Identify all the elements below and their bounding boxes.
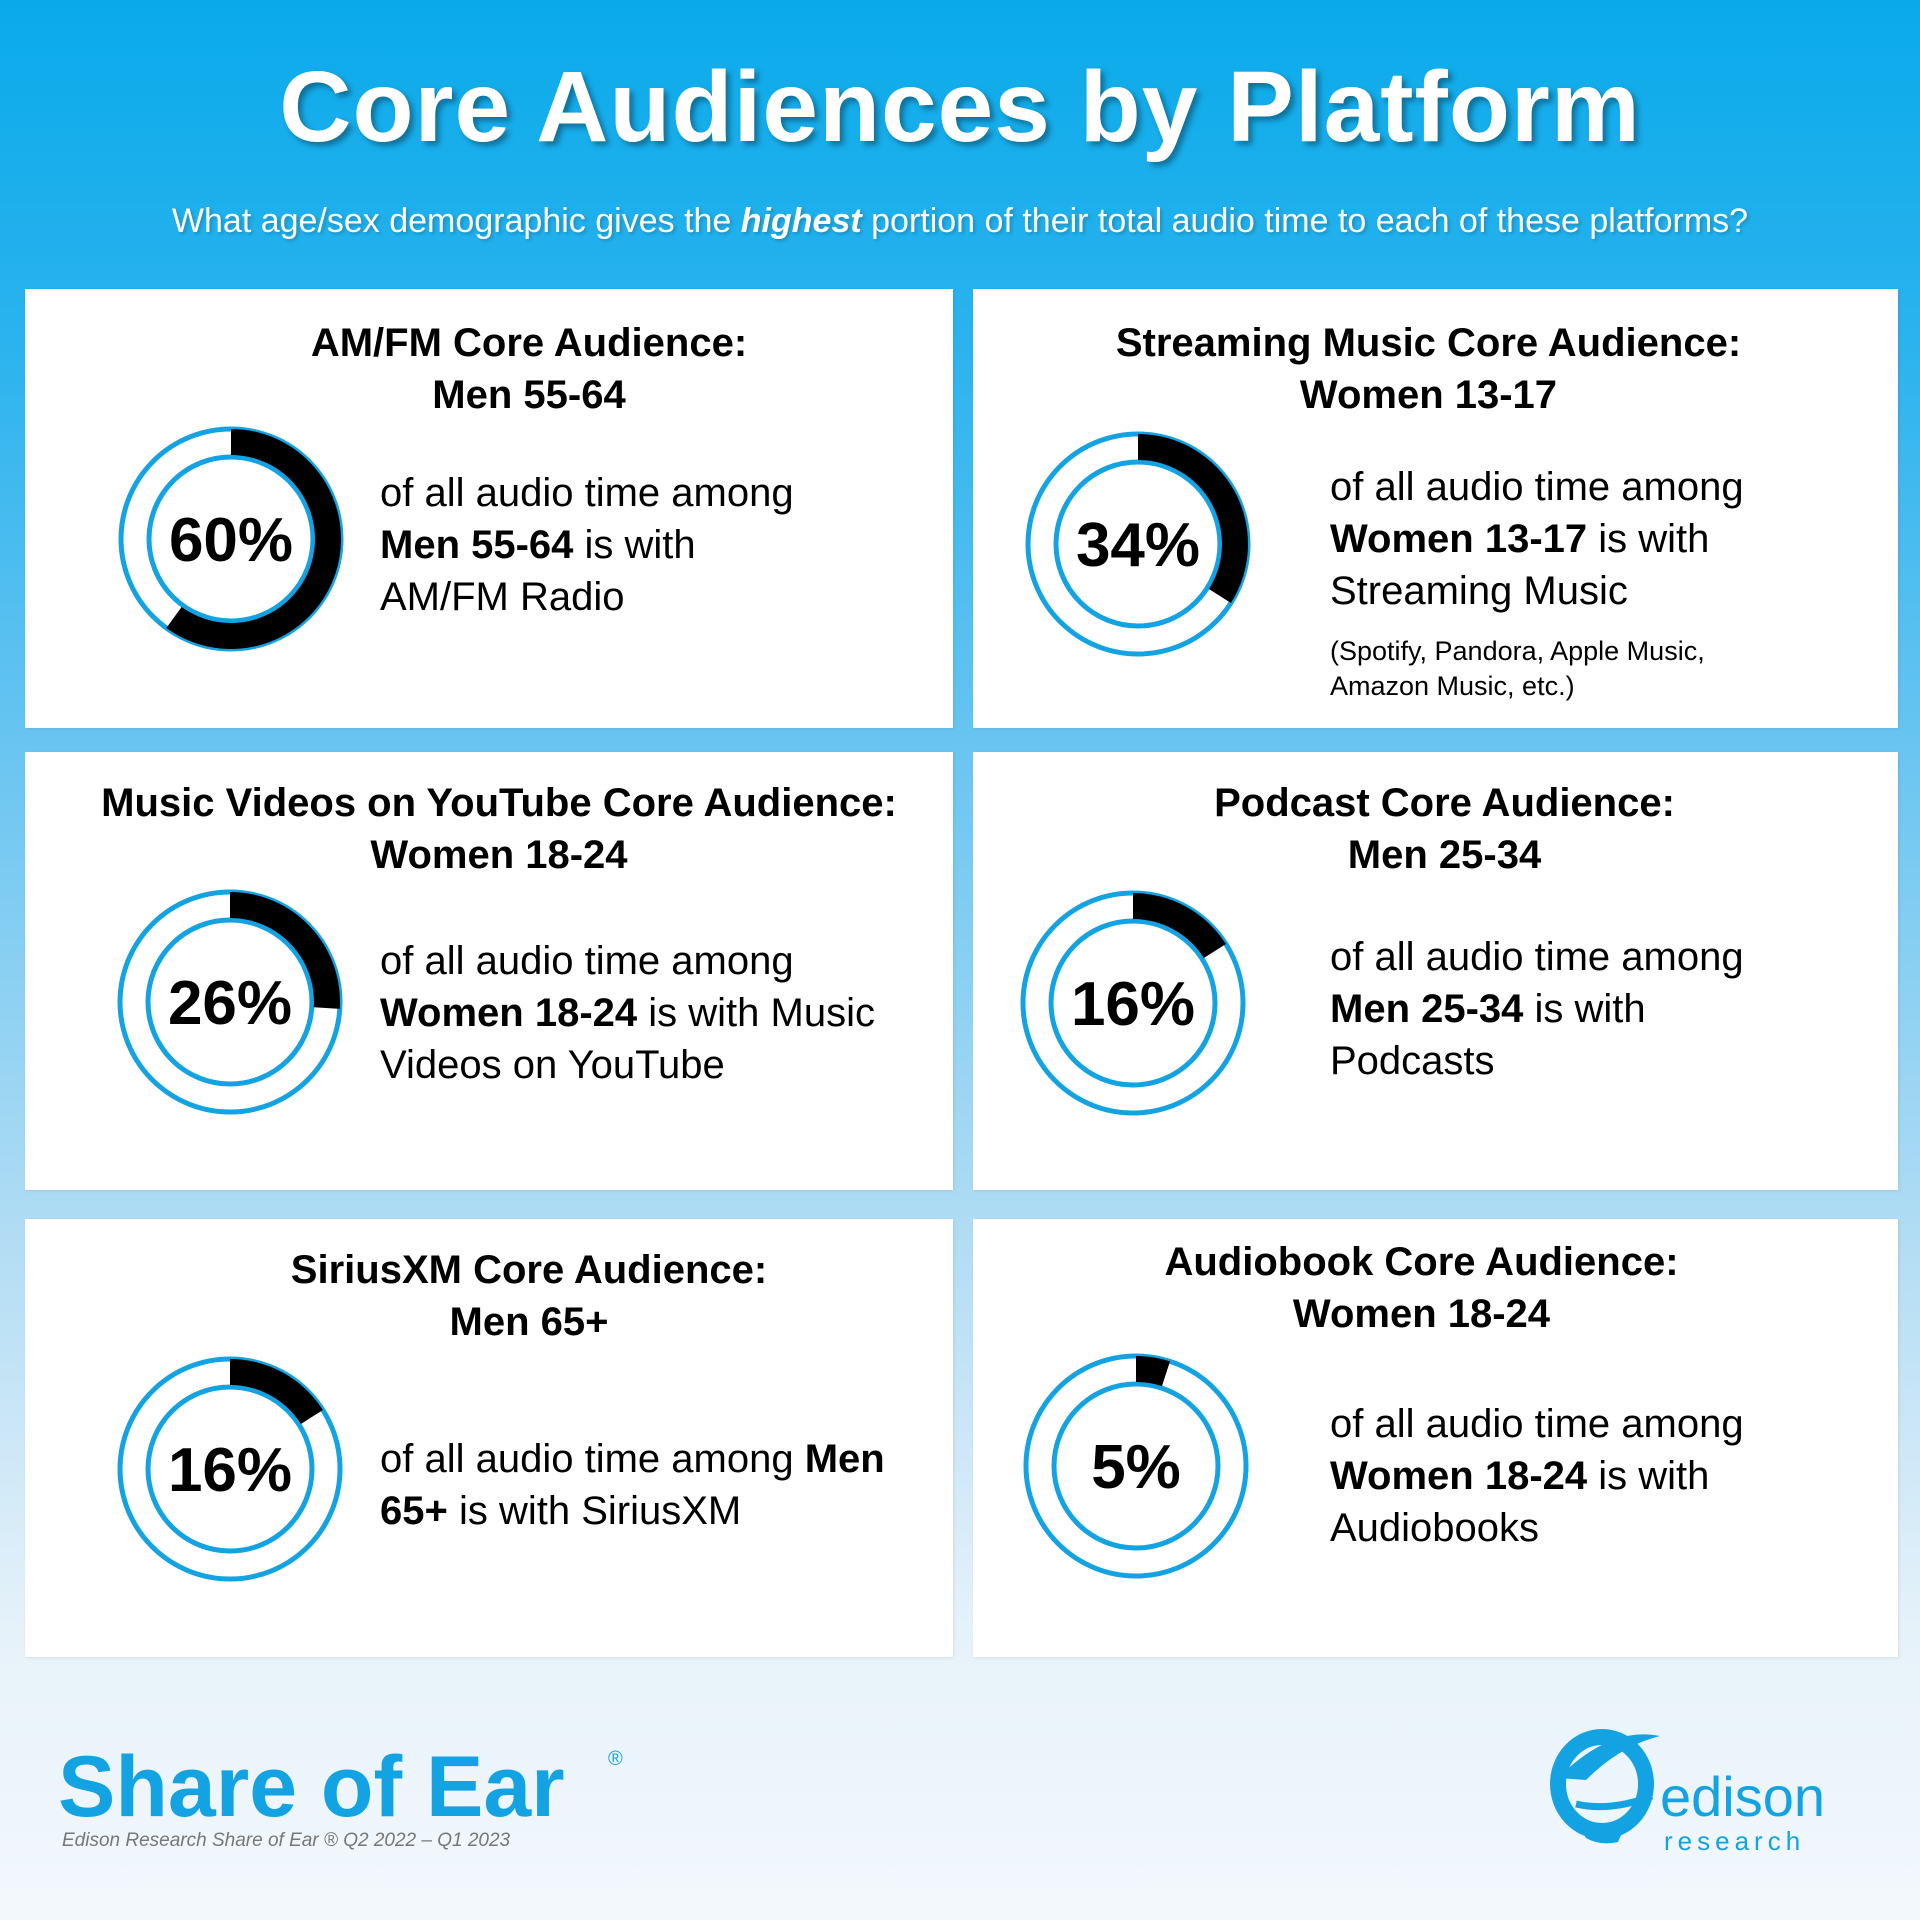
panel-description: of all audio time among Women 18-24 is w… xyxy=(380,935,920,1091)
donut-svg: 26% xyxy=(117,889,343,1115)
donut-svg: 16% xyxy=(117,1356,343,1582)
panel-title-audience: Men 65+ xyxy=(449,1300,609,1344)
desc-pre: of all audio time among xyxy=(1330,1402,1744,1446)
donut-chart: 26% xyxy=(113,885,347,1119)
donut-svg: 5% xyxy=(1023,1353,1249,1579)
page-title: Core Audiences by Platform xyxy=(279,51,1641,163)
share-of-ear-brand: Share of Ear xyxy=(58,1739,565,1835)
panel-title-audience: Men 55-64 xyxy=(432,373,626,417)
donut-chart: 34% xyxy=(1021,427,1255,661)
donut-inner-ring xyxy=(1053,459,1223,629)
panel-title: Audiobook Core Audience: Women 18-24 xyxy=(973,1236,1884,1340)
desc-pre: of all audio time among xyxy=(380,471,794,515)
panel-podcast: Podcast Core Audience: Men 25-34 16% of … xyxy=(973,752,1898,1190)
donut-value-segment xyxy=(1138,434,1248,603)
panel-title: Streaming Music Core Audience: Women 13-… xyxy=(973,317,1891,421)
donut-inner-ring xyxy=(1048,918,1218,1088)
panel-youtube-music-videos: Music Videos on YouTube Core Audience: W… xyxy=(25,752,953,1190)
panel-title: Podcast Core Audience: Men 25-34 xyxy=(982,777,1898,881)
desc-post: is with Streaming Music xyxy=(1330,517,1710,613)
donut-chart: 16% xyxy=(113,1352,347,1586)
donut-svg: 16% xyxy=(1020,890,1246,1116)
subtitle-post: portion of their total audio time to eac… xyxy=(861,202,1749,240)
donut-inner-ring xyxy=(146,454,316,624)
desc-post: is with Podcasts xyxy=(1330,987,1646,1083)
source-note: Edison Research Share of Ear ® Q2 2022 –… xyxy=(62,1830,511,1851)
streaming-services-note: (Spotify, Pandora, Apple Music, Amazon M… xyxy=(1330,636,1705,701)
desc-pre: of all audio time among xyxy=(380,939,794,983)
logo-wordmark: edison xyxy=(1660,1765,1825,1828)
logo-subtext: research xyxy=(1664,1826,1805,1856)
donut-inner-ring xyxy=(145,917,315,1087)
donut-percent-label: 5% xyxy=(1091,1433,1181,1502)
panel-title: AM/FM Core Audience: Men 55-64 xyxy=(65,317,953,421)
panel-description: of all audio time among Men 25-34 is wit… xyxy=(1330,931,1760,1087)
desc-demographic: Women 18-24 xyxy=(380,991,638,1035)
desc-pre: of all audio time among xyxy=(380,1437,805,1481)
donut-value-segment xyxy=(230,892,340,1009)
donut-percent-label: 16% xyxy=(168,1436,292,1505)
registered-mark: ® xyxy=(608,1748,623,1770)
donut-svg: 60% xyxy=(118,426,344,652)
panel-title-platform: SiriusXM Core Audience: xyxy=(290,1248,768,1292)
desc-demographic: Men 65+ xyxy=(380,1437,885,1533)
panel-streaming-music: Streaming Music Core Audience: Women 13-… xyxy=(973,289,1898,728)
donut-inner-ring xyxy=(1051,1381,1221,1551)
desc-pre: of all audio time among xyxy=(1330,465,1744,509)
donut-inner-ring xyxy=(145,1384,315,1554)
donut-value-segment xyxy=(166,429,341,649)
donut-value-segment xyxy=(230,1359,323,1424)
panel-title: Music Videos on YouTube Core Audience: W… xyxy=(35,777,953,881)
panel-title-platform: Audiobook Core Audience: xyxy=(1164,1240,1679,1284)
donut-value-segment xyxy=(1136,1356,1170,1387)
panel-title-platform: Streaming Music Core Audience: xyxy=(1115,321,1742,365)
panel-description: of all audio time among Women 18-24 is w… xyxy=(1330,1398,1770,1554)
subtitle-emphasis: highest xyxy=(740,202,862,240)
panel-description: of all audio time among Men 65+ is with … xyxy=(380,1433,920,1537)
panel-audiobook: Audiobook Core Audience: Women 18-24 5% … xyxy=(973,1219,1898,1657)
desc-demographic: Women 18-24 xyxy=(1330,1454,1588,1498)
panel-description: of all audio time among Men 55-64 is wit… xyxy=(380,467,820,623)
panel-title: SiriusXM Core Audience: Men 65+ xyxy=(65,1244,953,1348)
desc-post: is with SiriusXM xyxy=(447,1489,742,1533)
desc-post: is with Music Videos on YouTube xyxy=(380,991,875,1087)
donut-chart: 60% xyxy=(114,422,348,656)
donut-percent-label: 26% xyxy=(168,969,292,1038)
donut-percent-label: 16% xyxy=(1071,970,1195,1039)
desc-pre: of all audio time among xyxy=(1330,935,1744,979)
panel-amfm: AM/FM Core Audience: Men 55-64 60% of al… xyxy=(25,289,953,728)
donut-percent-label: 34% xyxy=(1076,511,1200,580)
panel-title-platform: AM/FM Core Audience: xyxy=(310,321,748,365)
panel-title-platform: Music Videos on YouTube Core Audience: xyxy=(101,781,897,825)
desc-demographic: Men 25-34 xyxy=(1330,987,1524,1031)
page-subtitle: What age/sex demographic gives the highe… xyxy=(0,202,1920,241)
donut-percent-label: 60% xyxy=(169,506,293,575)
donut-value-segment xyxy=(1133,893,1226,958)
subtitle-pre: What age/sex demographic gives the xyxy=(171,202,741,240)
panel-title-platform: Podcast Core Audience: xyxy=(1214,781,1675,825)
panel-siriusxm: SiriusXM Core Audience: Men 65+ 16% of a… xyxy=(25,1219,953,1657)
panel-title-audience: Men 25-34 xyxy=(1347,833,1542,877)
donut-chart: 5% xyxy=(1019,1349,1253,1583)
desc-demographic: Men 55-64 xyxy=(380,523,574,567)
donut-svg: 34% xyxy=(1025,431,1251,657)
edison-research-logo: edison research xyxy=(1540,1716,1850,1866)
panel-title-audience: Women 18-24 xyxy=(370,833,628,877)
panel-title-audience: Women 13-17 xyxy=(1299,373,1558,417)
panel-title-audience: Women 18-24 xyxy=(1292,1292,1551,1336)
desc-demographic: Women 13-17 xyxy=(1330,517,1588,561)
edison-logo-icon: edison research xyxy=(1550,1729,1825,1856)
desc-post: is with Audiobooks xyxy=(1330,1454,1710,1550)
donut-chart: 16% xyxy=(1016,886,1250,1120)
desc-post: is with AM/FM Radio xyxy=(380,523,696,619)
panel-description: of all audio time among Women 13-17 is w… xyxy=(1330,461,1800,617)
